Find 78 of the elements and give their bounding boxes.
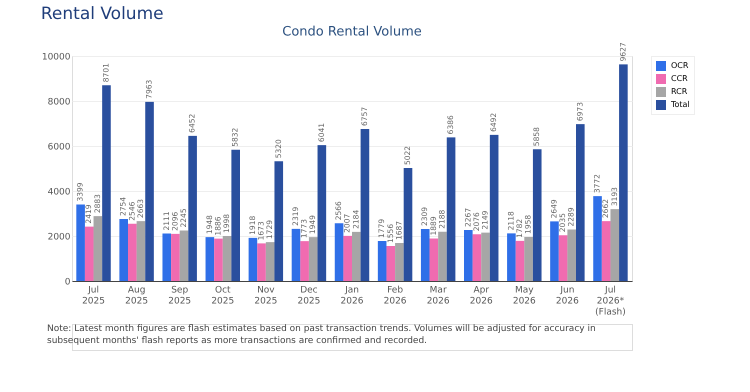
bar [308, 237, 318, 281]
x-tick-label: Jun 2026 [556, 286, 580, 306]
bar [576, 124, 585, 281]
bar [300, 241, 309, 281]
y-tick-label: 6000 [48, 142, 71, 152]
bar [318, 145, 326, 281]
bar [222, 236, 232, 281]
bar [532, 149, 542, 281]
x-tick-label: Sep 2025 [168, 286, 192, 306]
legend-label: OCR [671, 61, 689, 70]
text: Note: Latest month figures are flash estimates based on past transaction trends. Volumes will be adjusted for accuracy in subsequent months' flash reports as more transactions are confirmed and recorded. [47, 324, 596, 346]
bar [266, 242, 274, 281]
bar [292, 228, 300, 281]
bar [248, 238, 258, 281]
bar [180, 230, 188, 281]
bar [395, 243, 404, 281]
bar [602, 221, 610, 281]
bar [257, 243, 266, 281]
bar [274, 161, 284, 281]
bar [507, 233, 516, 281]
x-tick-label: Mar 2026 [426, 286, 450, 306]
bar [567, 230, 576, 281]
bar [231, 150, 240, 281]
bar [430, 238, 438, 281]
bar [343, 236, 352, 281]
bar [360, 128, 370, 281]
bar [516, 240, 524, 281]
y-tick-label: 4000 [48, 188, 71, 198]
bar [145, 102, 154, 281]
bar [119, 219, 128, 281]
x-tick-label: Aug 2025 [125, 286, 148, 306]
bar [550, 221, 559, 281]
y-tick-label: 0 [64, 278, 71, 288]
chart-subtitle: Condo Rental Volume [282, 24, 422, 40]
bar [136, 221, 146, 281]
bar [352, 232, 361, 281]
bar [446, 137, 456, 281]
bar [438, 232, 447, 281]
bar [610, 209, 620, 281]
bar [464, 230, 473, 281]
bar [524, 236, 533, 281]
x-tick-label: Dec 2025 [297, 286, 320, 306]
bar [481, 232, 490, 281]
bar [162, 234, 172, 281]
bar [378, 240, 386, 281]
bar [619, 64, 628, 281]
bar [386, 246, 396, 281]
bar [404, 168, 412, 281]
x-tick-label: Apr 2026 [470, 286, 493, 306]
bar [420, 229, 430, 281]
bar [558, 235, 568, 281]
x-tick-label: Jul 2025 [82, 286, 105, 306]
bar [593, 196, 602, 281]
x-tick-label: Feb 2026 [384, 286, 407, 306]
x-tick-label: Oct 2025 [211, 286, 234, 306]
bar [171, 234, 180, 281]
bar [334, 223, 344, 281]
bar [472, 234, 482, 281]
y-tick-label: 10000 [42, 52, 71, 62]
bar [76, 204, 85, 281]
legend-label: CCR [671, 74, 688, 83]
x-tick-label: Nov 2025 [254, 286, 278, 306]
bar [188, 136, 197, 281]
chart-title: Rental Volume [40, 4, 164, 24]
bar [84, 226, 94, 281]
bar [94, 216, 102, 281]
bar [102, 85, 111, 281]
x-tick-label: Jan 2026 [340, 286, 364, 306]
legend-label: Total [670, 100, 690, 109]
y-tick-label: 2000 [48, 232, 71, 242]
y-tick-label: 8000 [48, 98, 71, 108]
bar [214, 238, 223, 281]
bar [128, 224, 137, 281]
x-tick-label: Jul 2026* (Flash) [595, 286, 626, 318]
bar [490, 134, 498, 281]
x-tick-label: May 2026 [512, 286, 536, 306]
legend-label: RCR [671, 87, 688, 96]
bar [206, 237, 214, 281]
